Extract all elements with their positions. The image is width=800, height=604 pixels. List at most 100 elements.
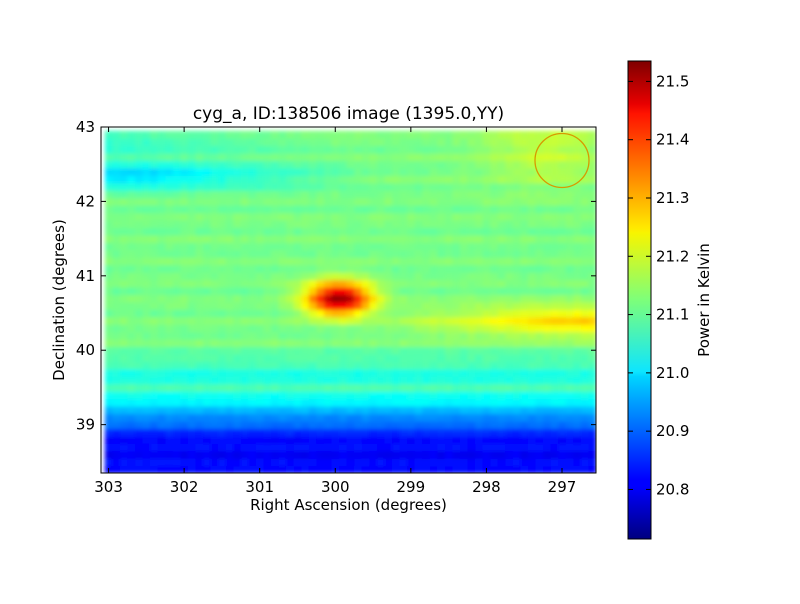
heat-cell: [414, 391, 423, 400]
heat-cell: [172, 383, 181, 392]
heat-cell: [187, 301, 197, 310]
heat-cell: [565, 316, 574, 325]
heat-cell: [308, 220, 317, 229]
heat-cell: [316, 398, 325, 407]
heat-cell: [225, 383, 234, 392]
heat-cell: [119, 167, 129, 176]
heat-cell: [497, 339, 506, 348]
heat-cell: [135, 309, 144, 318]
heat-cell: [467, 286, 476, 296]
heat-cell: [187, 167, 197, 176]
heat-cell: [172, 145, 181, 154]
heat-cell: [407, 190, 416, 199]
heat-cell: [172, 376, 181, 385]
heat-cell: [361, 175, 370, 184]
heat-cell: [286, 324, 295, 333]
heat-cell: [550, 361, 559, 370]
heat-cell: [505, 257, 514, 266]
heat-cell: [512, 368, 522, 377]
heat-cell: [497, 361, 506, 370]
heat-cell: [505, 138, 514, 147]
heat-cell: [218, 339, 227, 348]
heat-cell: [263, 182, 272, 191]
heat-cell: [218, 450, 227, 459]
heat-cell: [127, 220, 136, 229]
heat-cell: [376, 316, 385, 325]
heat-cell: [286, 145, 295, 154]
heat-cell: [580, 428, 590, 437]
heat-cell: [308, 383, 317, 392]
heat-cell: [255, 197, 265, 206]
heat-cell: [316, 286, 325, 296]
heat-cell: [255, 294, 265, 303]
heat-cell: [187, 413, 197, 422]
heat-cell: [195, 376, 204, 385]
heat-cell: [550, 406, 559, 415]
heat-cell: [308, 160, 317, 169]
heat-cell: [444, 145, 454, 154]
heat-cell: [527, 301, 537, 310]
heat-cell: [459, 160, 469, 169]
heat-cell: [535, 376, 544, 385]
heat-cell: [414, 242, 423, 251]
heat-cell: [240, 339, 249, 348]
heat-cell: [195, 167, 204, 176]
heat-cell: [150, 212, 159, 221]
heat-cell: [467, 316, 476, 325]
heat-cell: [354, 309, 363, 318]
heat-cell: [119, 353, 129, 362]
heat-cell: [142, 353, 151, 362]
heat-cell: [218, 398, 227, 407]
heat-cell: [240, 234, 249, 243]
heat-cell: [323, 294, 333, 303]
heat-cell: [543, 324, 552, 333]
heat-cell: [497, 249, 506, 258]
heat-cell: [535, 339, 544, 348]
heat-cell: [444, 212, 454, 221]
heat-cell: [135, 160, 144, 169]
heat-cell: [339, 249, 348, 258]
heat-cell: [361, 182, 370, 191]
heat-cell: [180, 420, 189, 429]
heat-cell: [142, 301, 151, 310]
heat-cell: [286, 205, 295, 214]
heat-cell: [550, 212, 559, 221]
heat-cell: [263, 234, 272, 243]
heat-cell: [512, 353, 522, 362]
heat-cell: [573, 420, 582, 429]
heat-cell: [527, 257, 537, 266]
heat-cell: [580, 339, 590, 348]
heat-cell: [573, 138, 582, 147]
heat-cell: [580, 175, 590, 184]
heat-cell: [135, 249, 144, 258]
heat-cell: [187, 294, 197, 303]
heat-cell: [580, 264, 590, 273]
heat-cell: [172, 331, 181, 340]
heat-cell: [558, 153, 567, 162]
heat-cell: [271, 145, 280, 154]
heat-cell: [180, 398, 189, 407]
heat-cell: [422, 361, 431, 370]
heat-cell: [444, 301, 454, 310]
heat-cell: [573, 398, 582, 407]
heat-cell: [240, 160, 249, 169]
heat-cell: [127, 331, 136, 340]
heat-cell: [203, 138, 212, 147]
heat-cell: [195, 465, 204, 473]
heat-cell: [150, 324, 159, 333]
heat-cell: [203, 160, 212, 169]
heat-cell: [104, 286, 113, 296]
heat-cell: [278, 458, 287, 467]
heat-cell: [271, 346, 280, 355]
y-tick-label: 42: [76, 192, 95, 210]
heat-cell: [225, 331, 234, 340]
heat-cell: [482, 353, 491, 362]
heat-cell: [369, 294, 378, 303]
heat-cell: [286, 339, 295, 348]
heat-cell: [407, 353, 416, 362]
heat-cell: [286, 227, 295, 236]
heat-cell: [172, 272, 181, 281]
heat-cell: [361, 376, 370, 385]
heat-cell: [588, 450, 596, 459]
heat-cell: [293, 160, 302, 169]
